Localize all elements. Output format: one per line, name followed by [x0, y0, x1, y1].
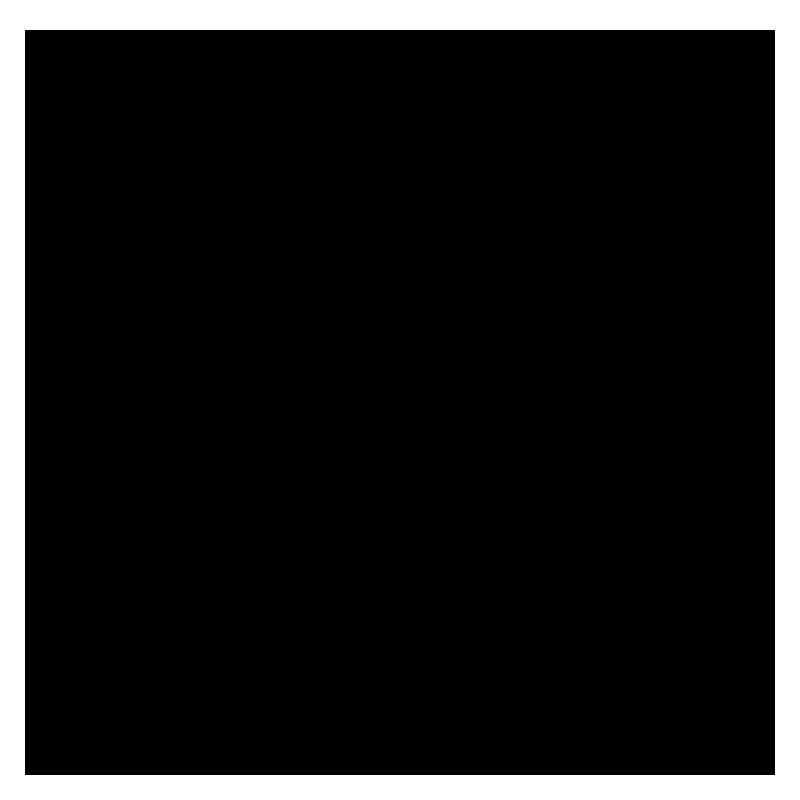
heatmap-frame: [25, 30, 775, 775]
heatmap-canvas: [25, 30, 325, 180]
chart-container: [0, 0, 800, 800]
